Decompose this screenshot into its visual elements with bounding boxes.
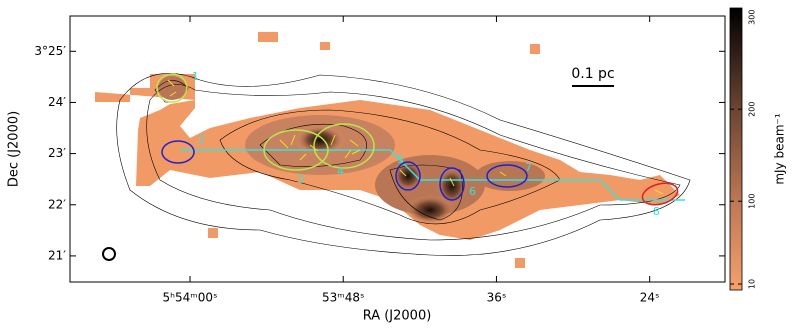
emission-pixel [208,228,218,238]
y-axis-label: Dec (J2000) [7,111,22,187]
x-tick-label: 24ˢ [640,291,660,305]
source-ellipse [641,182,679,206]
filament-spine [180,149,685,201]
emission-pixel [258,32,278,42]
emission-core [405,195,455,225]
colorbar-tick-label: 300 [748,10,757,25]
y-tick-label: 23′ [48,146,66,160]
axes-frame [69,15,726,283]
x-axis-label: RA (J2000) [363,309,432,324]
colorbar-tick-label: 200 [748,102,757,117]
colorbar-tick-label: 10 [748,279,757,289]
source-label: 1 [192,70,199,83]
map: 0.1 pc [70,16,725,282]
beam [102,247,116,261]
source-ellipse [263,129,329,171]
source-ellipse [395,161,421,191]
x-tick-label: 36ˢ [487,291,507,305]
colorbar-label: mJy beam⁻¹ [773,113,787,185]
emission-core [158,76,186,100]
y-tick-label: 3°25′ [34,44,66,58]
source-ellipse [439,167,465,201]
source-ellipse [161,140,195,164]
contour [259,123,367,167]
source-label: 3 [297,173,304,186]
contour [116,73,691,256]
source-label: 5 [397,153,404,166]
source-ellipse [486,164,528,188]
y-tick-label: 21′ [48,248,66,262]
y-tick-label: 24′ [48,95,66,109]
polarization-vectors [167,79,664,195]
emission-core [295,125,345,155]
emission-pixel [515,258,525,268]
emission-pixel [530,44,540,54]
y-tick-label: 22′ [48,197,66,211]
colorbar-tick-label: 100 [748,194,757,209]
emission-pixel [320,42,330,50]
scale-bar-label: 0.1 pc [571,66,614,82]
source-label: 2 [198,133,205,146]
x-tick-label: 53ᵐ48ˢ [322,291,365,305]
emission-core [392,160,424,192]
source-ellipse [156,73,188,103]
source-label: 4 [337,165,344,178]
source-ellipse [313,123,375,169]
source-label: 6 [469,185,476,198]
contour [219,109,561,225]
colorbar [729,7,743,291]
source-label: 8 [653,205,660,218]
source-label: 7 [525,161,532,174]
x-tick-label: 5ʰ54ᵐ00ˢ [163,291,218,305]
contour [389,164,463,221]
